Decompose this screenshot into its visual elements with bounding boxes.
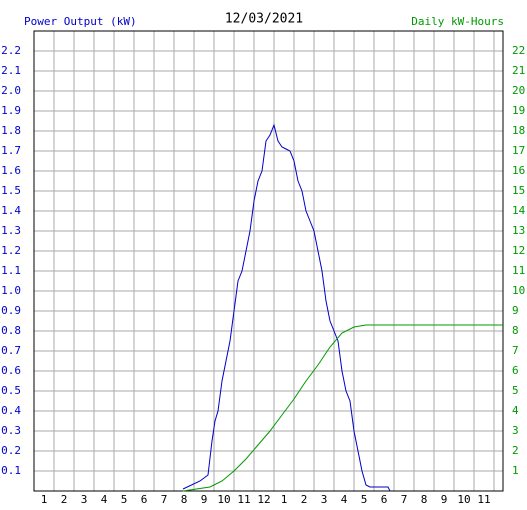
x-tick-label: 3 xyxy=(81,493,88,506)
x-tick-label: 10 xyxy=(457,493,470,506)
x-tick-label: 4 xyxy=(341,493,348,506)
y2-tick-label: 1 xyxy=(512,464,519,477)
y2-tick-label: 4 xyxy=(512,404,519,417)
y2-tick-label: 16 xyxy=(512,164,525,177)
y-tick-label: 1.3 xyxy=(1,224,21,237)
x-tick-label: 5 xyxy=(361,493,368,506)
y-tick-label: 1.1 xyxy=(1,264,21,277)
y-tick-label: 0.2 xyxy=(1,444,21,457)
x-tick-label: 3 xyxy=(321,493,328,506)
x-tick-label: 8 xyxy=(421,493,428,506)
y2-tick-label: 9 xyxy=(512,304,519,317)
y2-tick-label: 17 xyxy=(512,144,525,157)
y-axis-label: Power Output (kW) xyxy=(24,15,137,28)
x-tick-label: 11 xyxy=(477,493,490,506)
y2-tick-label: 5 xyxy=(512,384,519,397)
y2-tick-label: 3 xyxy=(512,424,519,437)
y-tick-label: 0.4 xyxy=(1,404,21,417)
y-tick-label: 0.5 xyxy=(1,384,21,397)
y-tick-label: 1.6 xyxy=(1,164,21,177)
y-tick-label: 1.9 xyxy=(1,104,21,117)
y-tick-label: 0.3 xyxy=(1,424,21,437)
y2-tick-label: 18 xyxy=(512,124,525,137)
x-tick-label: 9 xyxy=(441,493,448,506)
y2-tick-label: 14 xyxy=(512,204,526,217)
y2-tick-label: 19 xyxy=(512,104,525,117)
x-tick-label: 6 xyxy=(381,493,388,506)
y2-tick-label: 21 xyxy=(512,64,525,77)
y-tick-label: 0.6 xyxy=(1,364,21,377)
x-tick-label: 6 xyxy=(141,493,148,506)
chart-title: 12/03/2021 xyxy=(225,12,303,27)
x-tick-label: 4 xyxy=(101,493,108,506)
x-tick-label: 9 xyxy=(201,493,208,506)
y2-tick-label: 10 xyxy=(512,284,525,297)
y-tick-label: 1.7 xyxy=(1,144,21,157)
y-tick-label: 0.9 xyxy=(1,304,21,317)
y2-tick-label: 8 xyxy=(512,324,519,337)
x-tick-label: 10 xyxy=(217,493,230,506)
y2-tick-label: 6 xyxy=(512,364,519,377)
y2-axis-label: Daily kW-Hours xyxy=(411,15,504,28)
y2-tick-label: 22 xyxy=(512,44,525,57)
x-tick-label: 2 xyxy=(301,493,308,506)
x-tick-label: 1 xyxy=(41,493,48,506)
y2-tick-label: 7 xyxy=(512,344,519,357)
x-tick-label: 5 xyxy=(121,493,128,506)
x-tick-label: 11 xyxy=(237,493,250,506)
y2-tick-label: 20 xyxy=(512,84,525,97)
y-tick-label: 0.1 xyxy=(1,464,21,477)
y2-tick-label: 2 xyxy=(512,444,519,457)
x-tick-label: 12 xyxy=(257,493,270,506)
y-tick-label: 1.8 xyxy=(1,124,21,137)
y-tick-label: 1.4 xyxy=(1,204,21,217)
series-line xyxy=(182,123,391,492)
x-tick-label: 7 xyxy=(161,493,168,506)
x-tick-label: 7 xyxy=(401,493,408,506)
y-tick-label: 2.2 xyxy=(1,44,21,57)
y2-tick-label: 12 xyxy=(512,244,525,257)
y-tick-label: 0.8 xyxy=(1,324,21,337)
y2-tick-label: 13 xyxy=(512,224,525,237)
x-tick-label: 8 xyxy=(181,493,188,506)
x-tick-label: 2 xyxy=(61,493,68,506)
y2-tick-label: 11 xyxy=(512,264,525,277)
y-tick-label: 0.7 xyxy=(1,344,21,357)
series-line xyxy=(182,324,503,492)
y-tick-label: 1.0 xyxy=(1,284,21,297)
y-tick-label: 2.0 xyxy=(1,84,21,97)
y2-tick-label: 15 xyxy=(512,184,525,197)
y-tick-label: 1.5 xyxy=(1,184,21,197)
x-tick-label: 1 xyxy=(281,493,288,506)
y-tick-label: 2.1 xyxy=(1,64,21,77)
plot-border xyxy=(33,30,504,492)
y-tick-label: 1.2 xyxy=(1,244,21,257)
